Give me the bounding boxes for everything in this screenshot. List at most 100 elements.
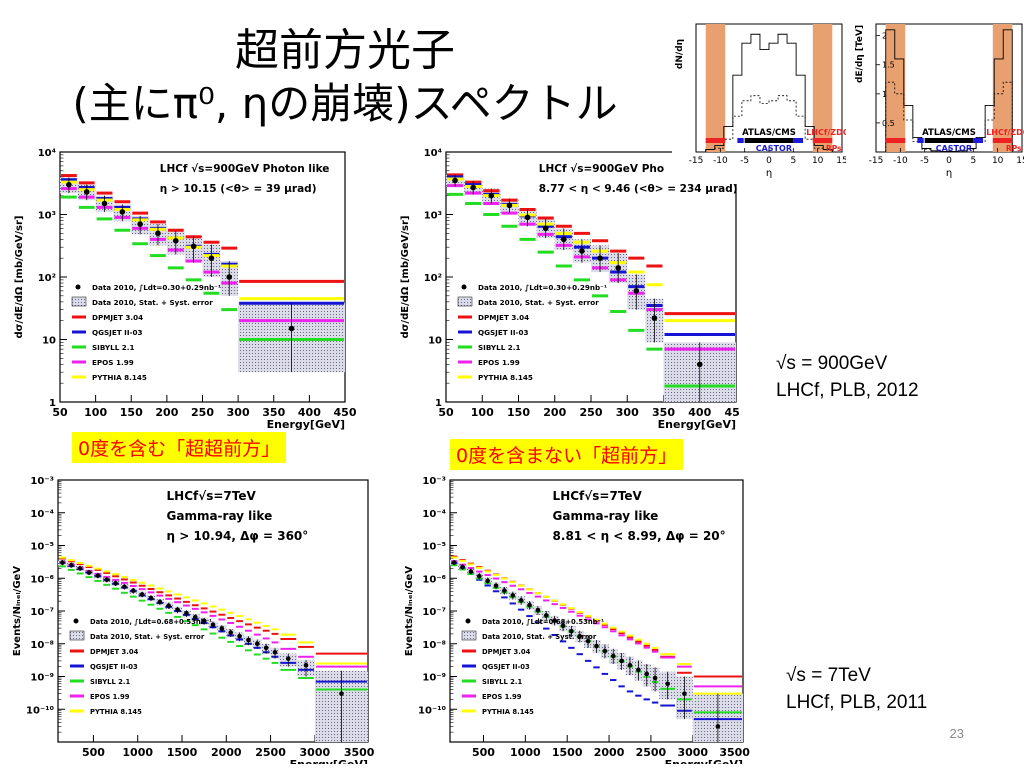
data-point [715,724,721,729]
page-number: 23 [949,726,964,741]
x-tick-label: 0 [946,156,952,166]
data-point [119,209,126,215]
y-tick-label: 10⁻⁵ [30,542,54,553]
y-tick-label: 2 [882,32,887,41]
chart-7tev-zero-degree-svg: 10⁻¹⁰ 10⁻⁹ 10⁻⁸ 10⁻⁷ 10⁻⁶ 10⁻⁵ 10⁻⁴ 10⁻³ 500 1000… [12,476,375,764]
data-point [597,255,603,261]
castor-label: CASTOR [756,144,792,153]
data-point [190,243,197,250]
x-tick-label: 3500 [719,746,750,759]
lhcf-coverage-bar [885,138,906,143]
legend-entry: Data 2010, Stat. + Syst. error [92,298,213,307]
data-point [542,225,549,232]
data-point [585,638,591,644]
forward-region-shade [885,24,906,152]
y-tick-label: 10⁻³ [30,476,54,487]
legend-data-marker [73,618,79,624]
x-tick-label: 2000 [211,746,242,759]
data-point [166,603,172,609]
x-tick-label: 0 [766,156,772,166]
atlas-cms-label: ATLAS/CMS [922,128,976,138]
data-point [139,592,145,597]
x-tick-label: 400 [688,406,711,419]
castor-coverage-bar [973,138,984,143]
data-point [148,595,154,601]
legend-error-marker [457,296,473,307]
data-point [552,618,557,623]
x-tick-label: 15 [836,156,846,166]
y-tick-label: 10⁻⁶ [30,574,54,585]
legend-entry: Data 2010, ∫Ldt=0.68+0.53nb⁻¹ [482,618,604,626]
banner-off-zero: 0度を含まない「超前方」 [450,439,684,470]
data-point [460,564,465,570]
data-point [303,662,309,668]
y-tick-label: 10³ [424,211,442,222]
rps-label: RPs [826,144,842,153]
lhcf-zdc-label: LHCf/ZDC [806,128,846,137]
y-tick-label: 10⁻¹⁰ [418,705,446,716]
y-tick-label: 10⁻⁶ [422,574,446,585]
legend-entry: SIBYLL 2.1 [478,343,521,352]
legend-entry: SIBYLL 2.1 [482,678,522,686]
data-point [201,618,207,624]
legend-entry: SIBYLL 2.1 [92,343,135,352]
x-tick-label: 300 [227,406,250,419]
data-point [285,656,291,661]
lhcf-zdc-label: LHCf/ZDC [986,128,1024,137]
legend-entry: DPMJET 3.04 [92,313,143,322]
x-tick-label: -5 [740,156,749,166]
x-tick-label: 100 [471,406,494,419]
castor-coverage-bar [737,138,744,143]
legend-entry: DPMJET 3.04 [90,648,139,656]
legend-error-marker [71,296,87,307]
data-point [272,649,278,655]
x-tick-label: 2000 [594,746,625,759]
chart-annotation: LHCf√s=7TeV [553,489,643,503]
x-tick-label: -10 [893,156,908,166]
data-point [518,598,524,603]
legend-error-marker [461,630,477,641]
y-tick-label: 10⁻¹⁰ [26,705,54,716]
x-tick-label: 1000 [510,746,541,759]
x-tick-label: 15 [1016,156,1024,166]
y-axis-label: dσ/dE/dΩ [mb/GeV/sr] [400,215,411,338]
chart-annotation: Gamma-ray like [167,509,273,523]
x-tick-label: 500 [82,746,105,759]
y-tick-label: 10⁻⁴ [422,509,446,520]
reference-900gev: √s = 900GeV LHCf, PLB, 2012 [776,350,919,404]
legend-entry: DPMJET 3.04 [478,313,529,322]
data-point [157,599,163,605]
data-point [339,691,344,696]
x-tick-label: 5 [790,156,796,166]
y-axis-label: Events/Nᵢₙₑₗ/GeV [12,566,23,656]
chart-annotation: η > 10.94, Δφ = 360° [167,529,309,543]
data-point [288,325,295,332]
data-point [172,237,179,244]
chart-annotation: 8.81 < η < 8.99, Δφ = 20° [553,529,726,543]
data-point [210,622,216,628]
chart-7tev-off-zero-svg: 10⁻¹⁰ 10⁻⁹ 10⁻⁸ 10⁻⁷ 10⁻⁶ 10⁻⁵ 10⁻⁴ 10⁻³ 500 1000… [404,476,750,764]
x-tick-label: -15 [869,156,884,166]
x-tick-label: 350 [262,406,285,419]
atlas-cms-label: ATLAS/CMS [742,128,796,138]
data-point [560,623,566,629]
legend-entry: Data 2010, ∫Ldt=0.30+0.29nb⁻¹ [478,283,607,292]
chart-900gev-zero-degree: 1 10 10² 10³ 10⁴ 50 100 150 200 250 300 350 400 450 En… [0,140,356,438]
x-tick-label: 450 [725,406,740,419]
legend-data-marker [465,618,471,624]
reference-900gev-energy: √s = 900GeV [776,353,888,374]
y-tick-label: 10⁴ [38,148,56,159]
x-tick-label: 3000 [300,746,331,759]
legend-entry: EPOS 1.99 [482,693,522,701]
legend-entry: EPOS 1.99 [478,358,520,367]
x-tick-label: -10 [713,156,728,166]
x-tick-label: 2500 [636,746,667,759]
title-line-1: 超前方光子 [235,25,455,76]
data-point [468,569,474,574]
y-tick-label: 10³ [38,211,56,222]
x-tick-label: 150 [507,406,530,419]
legend-entry: PYTHIA 8.145 [90,708,142,716]
y-tick-label: 10⁻⁹ [30,673,54,684]
reference-7tev-energy: √s = 7TeV [786,665,871,686]
legend-entry: Data 2010, ∫Ldt=0.68+0.53nb⁻¹ [90,618,212,626]
